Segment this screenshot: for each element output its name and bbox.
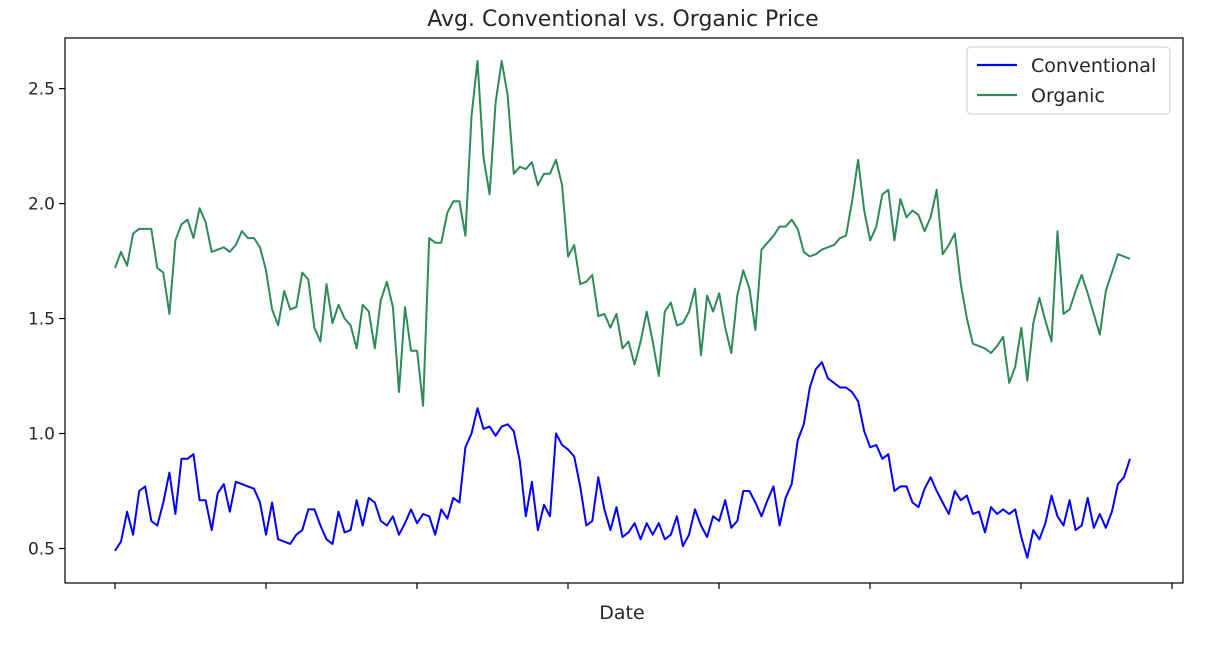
x-axis	[114, 583, 1173, 589]
series-lines	[114, 60, 1131, 559]
legend: Conventional Organic	[966, 46, 1171, 115]
plot-frame	[64, 37, 1184, 584]
series-line-conventional	[114, 361, 1131, 559]
chart-title: Avg. Conventional vs. Organic Price	[427, 7, 818, 32]
x-axis-label: Date	[599, 602, 644, 624]
legend-label-conventional: Conventional	[1031, 55, 1156, 77]
y-tick-label: 2.0	[28, 195, 55, 215]
series-line-organic	[114, 60, 1131, 407]
y-tick-label: 1.0	[28, 425, 55, 445]
y-axis: 0.5 1.0 1.5 2.0 2.5	[28, 80, 65, 560]
legend-box	[966, 46, 1171, 115]
y-tick-label: 0.5	[28, 540, 55, 560]
legend-label-organic: Organic	[1031, 85, 1105, 107]
y-tick-label: 2.5	[28, 80, 55, 100]
y-tick-label: 1.5	[28, 310, 55, 330]
